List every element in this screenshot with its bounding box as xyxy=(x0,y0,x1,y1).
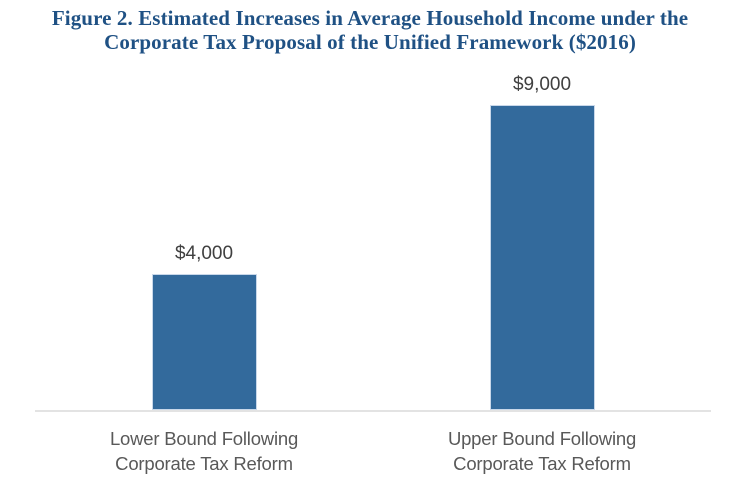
bar-chart-plot-area: $4,000 $9,000 xyxy=(35,74,711,412)
value-label-lower-bound: $4,000 xyxy=(174,243,234,264)
x-axis-label-upper-bound: Upper Bound Following Corporate Tax Refo… xyxy=(447,428,637,474)
x-axis-line xyxy=(35,410,711,412)
bar-lower-bound xyxy=(151,274,257,410)
figure-title: Figure 2. Estimated Increases in Average… xyxy=(51,6,689,54)
x-axis-labels: Lower Bound Following Corporate Tax Refo… xyxy=(35,426,711,476)
value-label-upper-bound: $9,000 xyxy=(512,74,572,95)
bar-group-lower-bound: $4,000 xyxy=(35,243,373,410)
x-axis-label-lower-bound: Lower Bound Following Corporate Tax Refo… xyxy=(109,428,299,474)
bar-group-upper-bound: $9,000 xyxy=(373,74,711,410)
bar-upper-bound xyxy=(489,105,595,410)
